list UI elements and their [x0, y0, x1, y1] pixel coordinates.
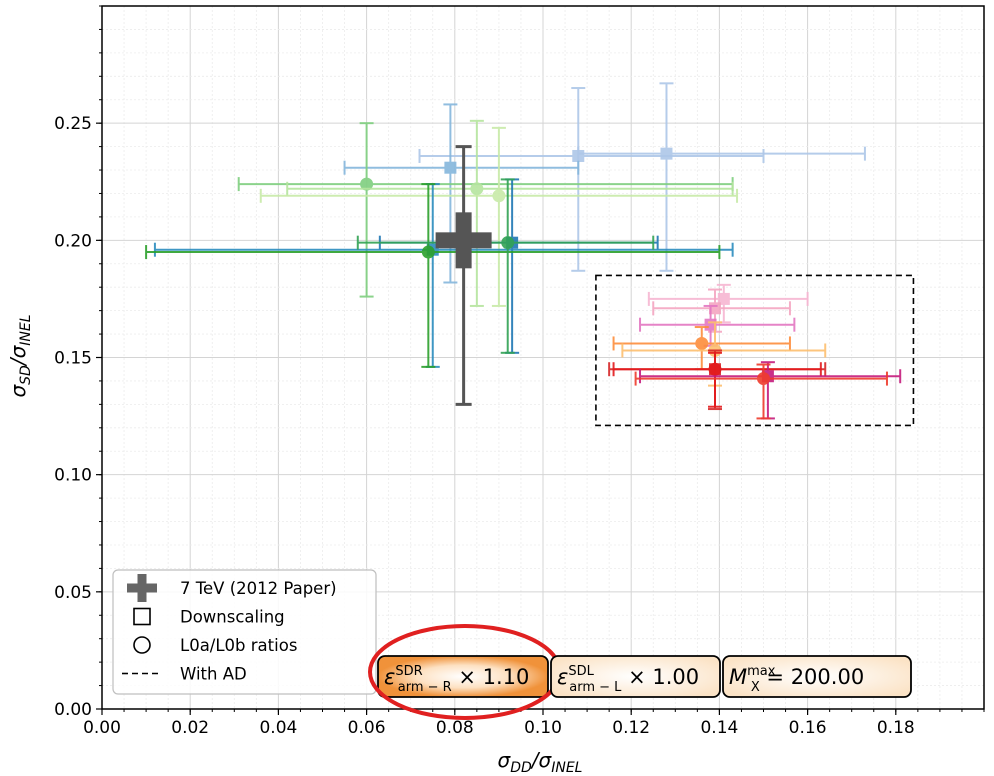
square-marker [717, 292, 730, 305]
annotation-text: εSDR arm − R × 1.10 [384, 664, 529, 695]
y-tick-label: 0.10 [54, 466, 92, 486]
square-marker [572, 149, 585, 162]
legend-label: Downscaling [180, 608, 285, 627]
annotation-box-1: εSDR arm − R × 1.10 [368, 624, 562, 720]
square-marker [444, 161, 457, 174]
y-tick-label: 0.05 [54, 583, 92, 603]
annotation-frame [722, 655, 912, 698]
reference-point [435, 145, 492, 406]
data-point-4 [237, 122, 734, 298]
circle-marker [708, 362, 722, 376]
annotation-text: Mmax X = 200.00 [729, 664, 864, 695]
y-tick-label: 0.00 [54, 700, 92, 720]
y-axis-label: σSD/σINEL [6, 314, 34, 397]
circle-marker [360, 177, 374, 191]
x-tick-label: 0.08 [436, 718, 474, 738]
data-point-14 [612, 326, 791, 371]
data-point-17 [612, 351, 822, 408]
x-tick-label: 0.18 [877, 718, 915, 738]
square-marker [660, 147, 673, 160]
data-point-11 [647, 283, 809, 324]
x-tick-label: 0.12 [612, 718, 650, 738]
x-tick-label: 0.16 [789, 718, 827, 738]
circle-marker [470, 182, 484, 196]
data-point-9 [145, 183, 721, 368]
annotation-box-2: εSDL arm − L × 1.00 [550, 655, 721, 698]
legend-label: 7 TeV (2012 Paper) [180, 579, 337, 598]
data-point-10 [356, 178, 655, 354]
legend-label: With AD [180, 665, 247, 684]
with-ad-box-layer [595, 274, 915, 427]
legend: 7 TeV (2012 Paper) Downscaling L0a/L0b rat… [112, 569, 377, 695]
y-tick-label: 0.20 [54, 231, 92, 251]
legend-entry: L0a/L0b ratios [133, 636, 297, 655]
legend-frame [112, 569, 377, 695]
data-point-7 [378, 178, 659, 354]
x-tick-label: 0.00 [83, 718, 121, 738]
points-layer [145, 82, 902, 420]
data-point-16 [608, 349, 827, 411]
data-point-5 [286, 119, 734, 307]
x-tick-label: 0.04 [259, 718, 297, 738]
annotation-layer: εSDR arm − R × 1.10 εSDL arm − L × 1.00 Mmax… [368, 624, 912, 720]
legend-entry: With AD [122, 665, 247, 684]
x-axis-label: σDD/σINEL [498, 748, 583, 776]
annotation-frame [377, 655, 549, 698]
axes-layer: 0.00 0.02 0.04 0.06 0.08 0.10 0.12 0.14 0.16 0.18… [54, 5, 985, 738]
circle-marker [492, 189, 506, 203]
legend-label: L0a/L0b ratios [180, 636, 297, 655]
legend-entry: Downscaling [133, 607, 285, 627]
plus-marker-v [455, 212, 472, 269]
legend-entry: 7 TeV (2012 Paper) [127, 574, 337, 602]
data-point-18 [639, 361, 902, 420]
with-ad-box [595, 274, 915, 427]
annotation-frame [550, 655, 721, 698]
x-tick-label: 0.06 [348, 718, 386, 738]
circle-marker [757, 372, 770, 386]
circle-marker [421, 245, 435, 259]
circle-marker [501, 236, 515, 250]
circle-marker [695, 336, 709, 350]
square-icon [133, 607, 151, 626]
y-tick-label: 0.25 [54, 114, 92, 134]
circle-icon [133, 636, 151, 654]
x-tick-label: 0.10 [524, 718, 562, 738]
data-point-19 [634, 363, 888, 420]
x-tick-label: 0.02 [171, 718, 209, 738]
x-tick-label: 0.14 [700, 718, 738, 738]
annotation-text: εSDL arm − L × 1.00 [557, 664, 699, 695]
data-point-6 [259, 126, 739, 307]
y-tick-label: 0.15 [54, 349, 92, 369]
annotation-box-3: Mmax X = 200.00 [722, 655, 912, 698]
plus-icon [137, 574, 147, 602]
